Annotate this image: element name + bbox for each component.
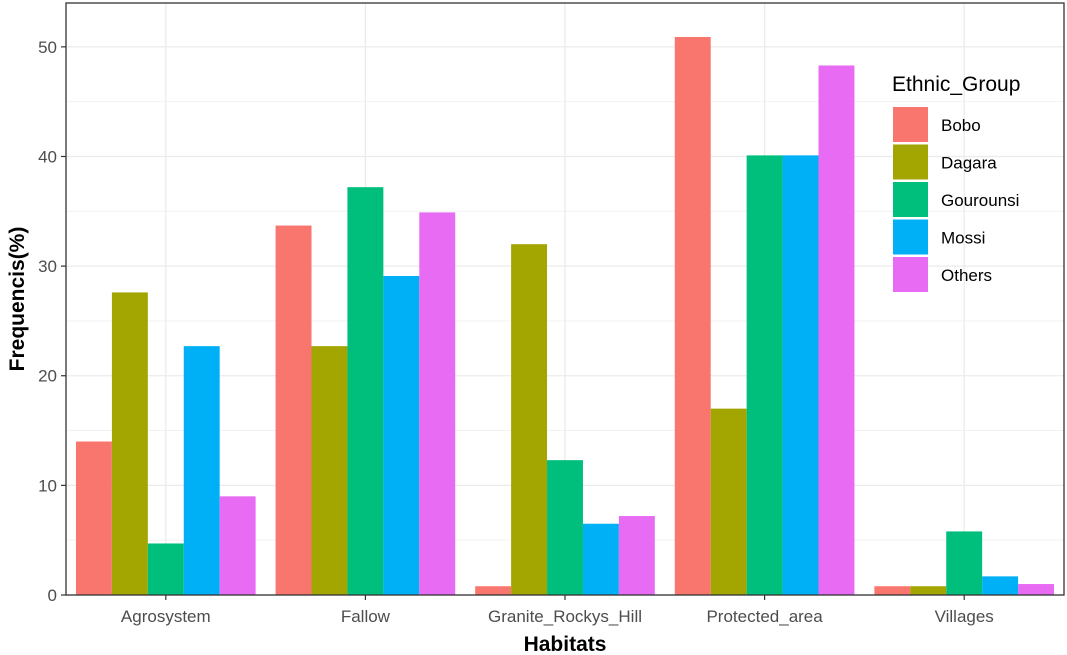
- y-axis-title: Frequencis(%): [6, 227, 29, 372]
- legend-label-mossi: Mossi: [941, 229, 985, 248]
- legend-label-gourounsi: Gourounsi: [941, 191, 1019, 210]
- legend-swatch-gourounsi: [893, 182, 928, 217]
- x-tick-label: Granite_Rockys_Hill: [488, 607, 642, 626]
- bar-gourounsi-protected_area: [746, 155, 783, 595]
- legend-title: Ethnic_Group: [892, 73, 1020, 96]
- bar-others-villages: [1018, 584, 1055, 595]
- bar-dagara-fallow: [311, 346, 348, 595]
- x-tick-label: Fallow: [341, 607, 391, 626]
- bar-dagara-villages: [910, 586, 947, 595]
- x-tick-label: Protected_area: [706, 607, 823, 626]
- bar-bobo-agrosystem: [75, 441, 112, 595]
- bar-dagara-agrosystem: [111, 292, 148, 595]
- legend-label-others: Others: [941, 266, 992, 285]
- legend-swatch-dagara: [893, 144, 928, 180]
- legend: Ethnic_Group Bobo Dagara Gourounsi Mossi Oth…: [892, 73, 1020, 292]
- axes: 0 10 20 30 40 50 Agrosystem Fallow Granite_Rocky…: [38, 38, 994, 626]
- bar-dagara-protected_area: [710, 408, 747, 595]
- bars: [75, 36, 1055, 596]
- bar-others-granite_rockys_hill: [618, 516, 655, 595]
- bar-mossi-granite_rockys_hill: [582, 523, 619, 595]
- y-tick-label: 30: [38, 257, 57, 276]
- legend-swatch-bobo: [893, 107, 928, 142]
- legend-label-bobo: Bobo: [941, 116, 981, 135]
- bar-others-protected_area: [818, 65, 855, 595]
- bar-others-fallow: [419, 212, 456, 596]
- bar-gourounsi-villages: [946, 531, 983, 595]
- x-tick-label: Villages: [935, 607, 994, 626]
- bar-bobo-granite_rockys_hill: [475, 586, 512, 595]
- bar-mossi-villages: [982, 576, 1019, 595]
- legend-label-dagara: Dagara: [941, 154, 997, 173]
- bar-mossi-fallow: [383, 275, 420, 595]
- bar-bobo-fallow: [275, 225, 312, 595]
- y-tick-label: 40: [38, 147, 57, 166]
- y-tick-label: 20: [38, 367, 57, 386]
- x-tick-label: Agrosystem: [121, 607, 211, 626]
- bar-gourounsi-fallow: [347, 187, 384, 595]
- y-tick-label: 0: [48, 586, 57, 605]
- legend-swatch-mossi: [893, 219, 928, 255]
- legend-swatch-others: [893, 257, 928, 292]
- bar-gourounsi-agrosystem: [147, 543, 184, 595]
- legend-items: Bobo Dagara Gourounsi Mossi Others: [893, 107, 1019, 292]
- bar-bobo-villages: [874, 586, 911, 595]
- bar-dagara-granite_rockys_hill: [511, 244, 548, 595]
- y-tick-label: 50: [38, 38, 57, 57]
- bar-others-agrosystem: [219, 496, 256, 595]
- x-axis-title: Habitats: [524, 633, 607, 655]
- bar-mossi-protected_area: [782, 155, 819, 595]
- y-tick-label: 10: [38, 476, 57, 495]
- bar-gourounsi-granite_rockys_hill: [547, 460, 583, 595]
- bar-mossi-agrosystem: [183, 346, 220, 595]
- bar-bobo-protected_area: [674, 36, 711, 596]
